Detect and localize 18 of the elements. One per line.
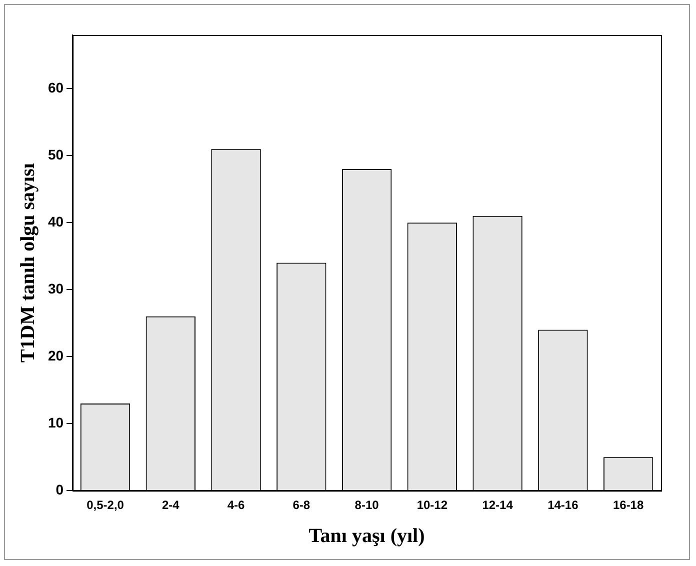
- y-tick-label: 0: [56, 481, 64, 498]
- y-tick-label: 60: [48, 79, 64, 96]
- y-tick-label: 10: [48, 414, 64, 430]
- x-tick-label: 8-10: [354, 498, 380, 512]
- y-axis-title: T1DM tanılı olgu sayısı: [17, 162, 40, 363]
- x-tick-label: 0,5-2,0: [86, 498, 124, 512]
- x-tick-label: 14-16: [548, 498, 579, 512]
- x-tick-label: 2-4: [162, 498, 180, 512]
- y-tick-label: 40: [48, 213, 64, 230]
- x-tick-label: 12-14: [482, 498, 514, 512]
- x-tick-label: 6-8: [292, 498, 310, 512]
- y-tick-label: 50: [48, 146, 64, 162]
- x-tick-label: 10-12: [416, 498, 448, 512]
- x-axis-title: Tanı yaşı (yıl): [308, 525, 425, 548]
- x-tick-label: 16-18: [612, 498, 644, 512]
- y-tick-label: 20: [48, 347, 64, 364]
- x-tick-label: 4-6: [227, 498, 246, 512]
- y-tick-label: 30: [48, 280, 64, 296]
